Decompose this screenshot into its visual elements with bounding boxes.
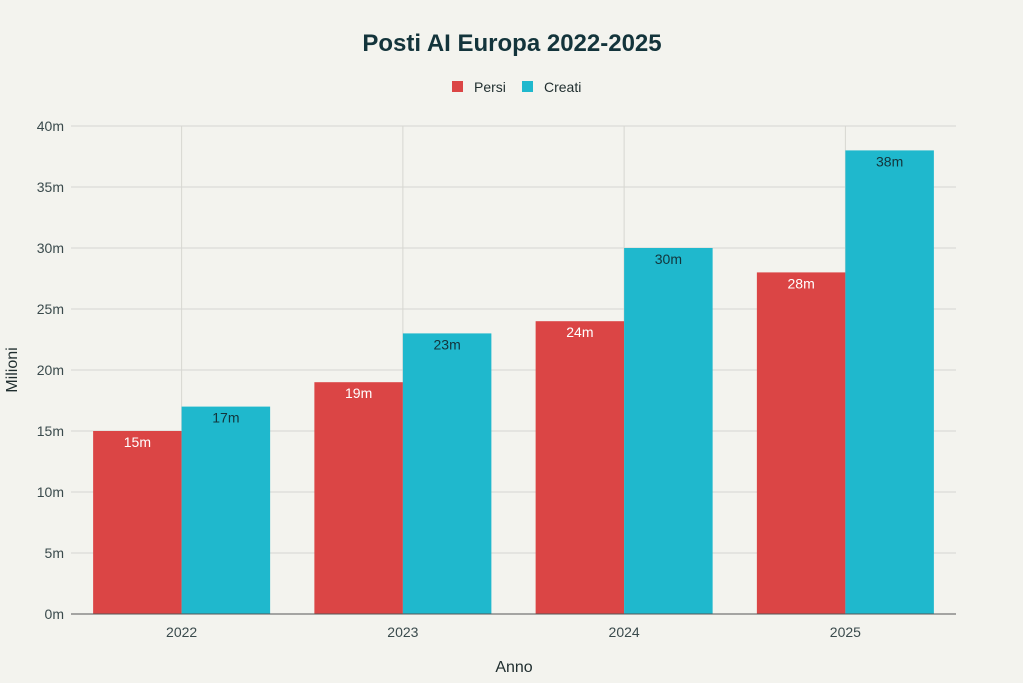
- bar-creati-2023: [402, 333, 492, 614]
- x-tick-label: 2022: [166, 624, 197, 640]
- y-tick-label: 0m: [45, 606, 64, 622]
- y-tick-label: 25m: [37, 301, 64, 317]
- y-tick-label: 15m: [37, 423, 64, 439]
- data-label-creati: 17m: [212, 410, 239, 426]
- data-label-persi: 28m: [788, 275, 815, 291]
- bar-persi-2023: [314, 382, 403, 614]
- y-tick-label: 5m: [45, 545, 64, 561]
- bar-creati-2024: [624, 248, 713, 614]
- y-tick-label: 20m: [37, 362, 64, 378]
- legend-label-creati: Creati: [544, 79, 581, 95]
- y-tick-label: 40m: [37, 118, 64, 134]
- bar-creati-2022: [181, 406, 271, 614]
- x-tick-label: 2025: [830, 624, 861, 640]
- bar-persi-2025: [756, 272, 846, 614]
- data-label-creati: 38m: [876, 153, 903, 169]
- axis-layer: 0m 5m 10m 15m 20m 25m 30m 35m 40m 2022 2023 2024 202…: [37, 118, 956, 640]
- bar-creati-2025: [845, 150, 934, 614]
- bar-persi-2024: [535, 321, 625, 614]
- x-tick-label: 2023: [387, 624, 418, 640]
- bar-layer: [93, 150, 934, 614]
- legend-swatch-creati: [522, 81, 533, 92]
- y-tick-label: 10m: [37, 484, 64, 500]
- data-label-creati: 30m: [655, 251, 682, 267]
- chart-title: Posti AI Europa 2022-2025: [362, 30, 661, 57]
- data-label-persi: 19m: [345, 385, 372, 401]
- data-label-creati: 23m: [434, 336, 461, 352]
- legend-swatch-persi: [452, 81, 463, 92]
- y-axis-label: Milioni: [4, 347, 21, 392]
- data-label-persi: 15m: [124, 434, 151, 450]
- legend: Persi Creati: [452, 79, 581, 95]
- label-layer: 15m 19m 24m 28m 17m 23m 30m 38m: [124, 153, 903, 450]
- bar-persi-2022: [93, 431, 182, 614]
- y-tick-label: 35m: [37, 179, 64, 195]
- x-axis-label: Anno: [495, 659, 532, 676]
- x-tick-label: 2024: [609, 624, 640, 640]
- y-tick-label: 30m: [37, 240, 64, 256]
- data-label-persi: 24m: [566, 324, 593, 340]
- legend-label-persi: Persi: [474, 79, 506, 95]
